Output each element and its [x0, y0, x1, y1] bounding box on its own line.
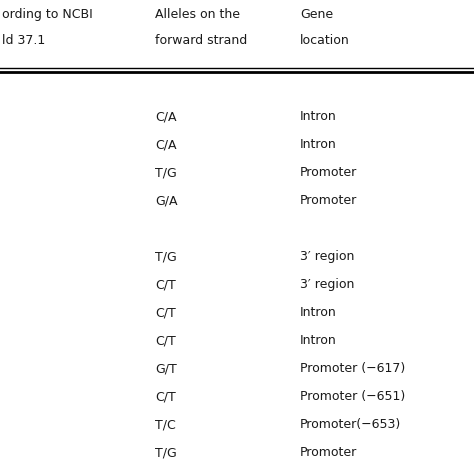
Text: C/T: C/T — [155, 390, 176, 403]
Text: T/G: T/G — [155, 446, 177, 459]
Text: Promoter: Promoter — [300, 446, 357, 459]
Text: T/G: T/G — [155, 250, 177, 263]
Text: ld 37.1: ld 37.1 — [2, 34, 45, 47]
Text: 3′ region: 3′ region — [300, 250, 355, 263]
Text: T/C: T/C — [155, 418, 176, 431]
Text: C/A: C/A — [155, 138, 176, 151]
Text: Intron: Intron — [300, 110, 337, 123]
Text: C/A: C/A — [155, 110, 176, 123]
Text: Intron: Intron — [300, 138, 337, 151]
Text: Promoter: Promoter — [300, 194, 357, 207]
Text: Gene: Gene — [300, 8, 333, 21]
Text: C/T: C/T — [155, 334, 176, 347]
Text: ording to NCBI: ording to NCBI — [2, 8, 93, 21]
Text: Intron: Intron — [300, 334, 337, 347]
Text: Promoter(−653): Promoter(−653) — [300, 418, 401, 431]
Text: location: location — [300, 34, 350, 47]
Text: Promoter: Promoter — [300, 166, 357, 179]
Text: 3′ region: 3′ region — [300, 278, 355, 291]
Text: G/T: G/T — [155, 362, 177, 375]
Text: G/A: G/A — [155, 194, 177, 207]
Text: forward strand: forward strand — [155, 34, 247, 47]
Text: Intron: Intron — [300, 306, 337, 319]
Text: C/T: C/T — [155, 306, 176, 319]
Text: Promoter (−617): Promoter (−617) — [300, 362, 405, 375]
Text: Alleles on the: Alleles on the — [155, 8, 240, 21]
Text: Promoter (−651): Promoter (−651) — [300, 390, 405, 403]
Text: C/T: C/T — [155, 278, 176, 291]
Text: T/G: T/G — [155, 166, 177, 179]
